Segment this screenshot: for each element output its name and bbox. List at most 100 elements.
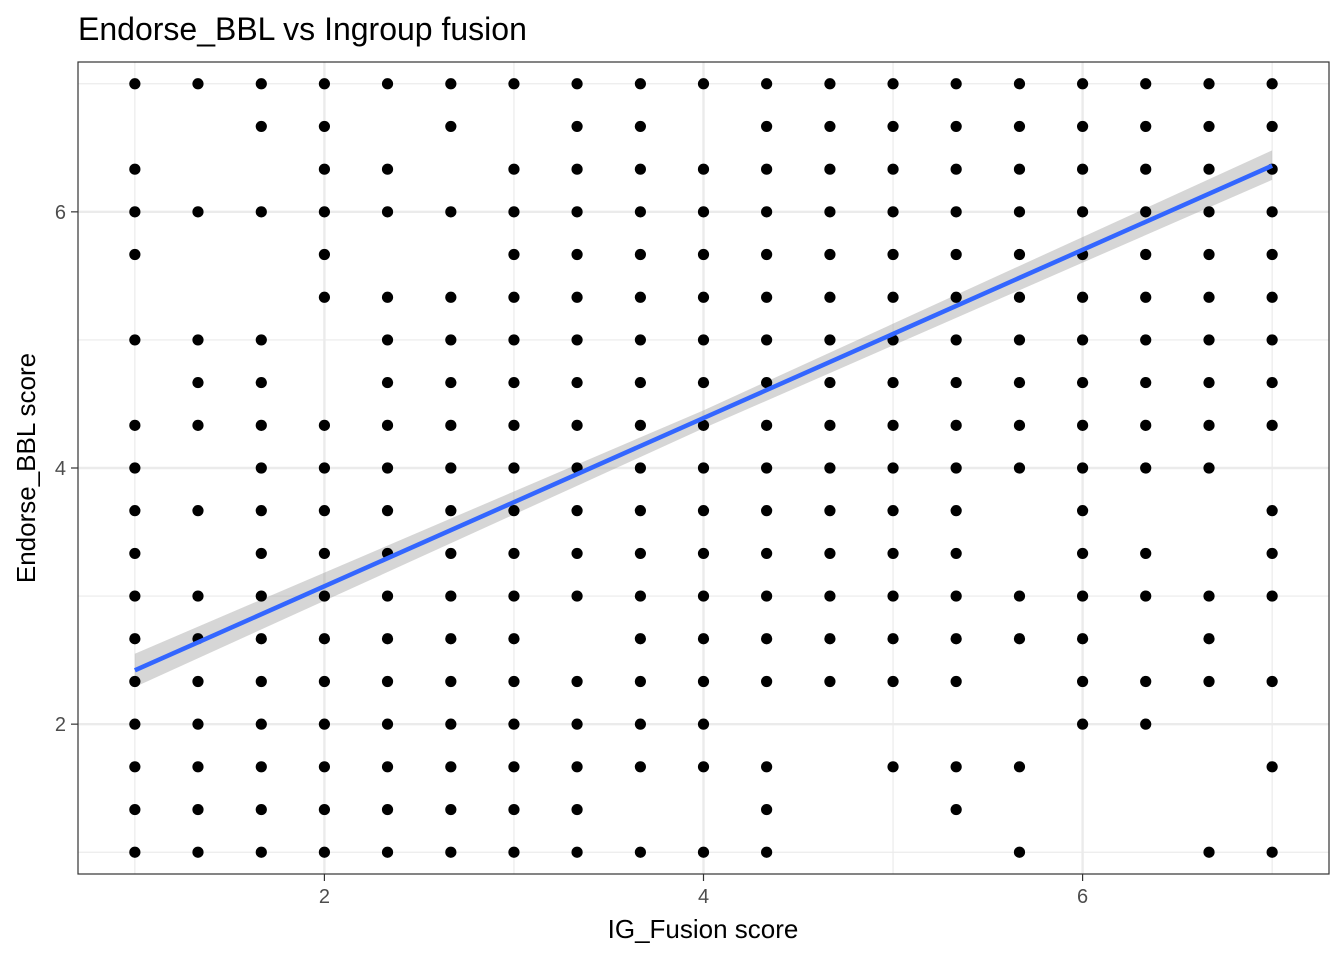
data-point	[1266, 78, 1278, 90]
data-point	[634, 761, 646, 773]
data-point	[381, 803, 394, 816]
data-point	[761, 846, 773, 858]
data-point	[255, 334, 267, 346]
data-point	[697, 376, 710, 389]
data-point	[508, 803, 520, 816]
data-point	[445, 376, 457, 389]
data-point	[887, 675, 899, 688]
data-point	[255, 633, 267, 645]
x-tick-label: 4	[698, 886, 709, 908]
data-point	[824, 206, 836, 218]
data-point	[1076, 718, 1089, 730]
data-point	[445, 761, 457, 773]
data-point	[571, 590, 583, 602]
data-point	[634, 120, 646, 133]
data-points	[129, 78, 1278, 858]
data-point	[1203, 675, 1215, 688]
data-point	[1076, 547, 1089, 560]
data-point	[129, 846, 141, 858]
data-point	[1140, 675, 1152, 688]
data-point	[192, 761, 204, 773]
data-point	[634, 505, 646, 517]
data-point	[761, 419, 773, 431]
data-point	[508, 462, 520, 474]
data-point	[1203, 419, 1215, 431]
data-point	[129, 334, 141, 346]
data-point	[887, 291, 899, 303]
data-point	[255, 590, 267, 602]
data-point	[571, 547, 583, 560]
data-point	[634, 163, 646, 175]
data-point	[381, 334, 394, 346]
data-point	[697, 291, 710, 303]
data-point	[697, 590, 710, 602]
data-point	[445, 78, 457, 90]
data-point	[697, 78, 710, 90]
data-point	[508, 633, 520, 645]
data-point	[1266, 419, 1278, 431]
data-point	[508, 78, 520, 90]
data-point	[1140, 419, 1152, 431]
data-point	[697, 547, 710, 560]
data-point	[1076, 78, 1089, 90]
data-point	[634, 78, 646, 90]
data-point	[761, 334, 773, 346]
data-point	[508, 505, 520, 517]
data-point	[318, 590, 331, 602]
data-point	[824, 633, 836, 645]
data-point	[1076, 505, 1089, 517]
data-point	[697, 761, 710, 773]
data-point	[634, 633, 646, 645]
data-point	[1140, 376, 1152, 389]
data-point	[697, 675, 710, 688]
data-point	[445, 547, 457, 560]
data-point	[1140, 206, 1152, 218]
data-point	[571, 675, 583, 688]
data-point	[192, 334, 204, 346]
data-point	[1013, 120, 1026, 133]
data-point	[1203, 590, 1215, 602]
data-point	[571, 291, 583, 303]
data-point	[697, 248, 710, 261]
y-tick-label: 2	[55, 714, 66, 736]
data-point	[445, 846, 457, 858]
data-point	[508, 547, 520, 560]
data-point	[824, 675, 836, 688]
axis-ticks: 2 4 6 2 4 6	[55, 202, 1088, 908]
data-point	[129, 675, 141, 688]
data-point	[129, 462, 141, 474]
data-point	[1203, 163, 1215, 175]
data-point	[697, 718, 710, 730]
data-point	[1266, 547, 1278, 560]
data-point	[950, 376, 962, 389]
data-point	[1203, 462, 1215, 474]
data-point	[887, 376, 899, 389]
data-point	[1013, 206, 1026, 218]
data-point	[445, 419, 457, 431]
data-point	[318, 675, 331, 688]
data-point	[318, 78, 331, 90]
data-point	[192, 505, 204, 517]
data-point	[445, 803, 457, 816]
data-point	[192, 206, 204, 218]
data-point	[1013, 462, 1026, 474]
data-point	[508, 376, 520, 389]
data-point	[1203, 78, 1215, 90]
data-point	[824, 78, 836, 90]
data-point	[697, 505, 710, 517]
data-point	[1013, 590, 1026, 602]
data-point	[950, 120, 962, 133]
data-point	[381, 718, 394, 730]
data-point	[318, 291, 331, 303]
data-point	[381, 846, 394, 858]
data-point	[318, 633, 331, 645]
data-point	[950, 419, 962, 431]
data-point	[571, 761, 583, 773]
data-point	[571, 206, 583, 218]
data-point	[824, 590, 836, 602]
data-point	[1203, 334, 1215, 346]
data-point	[761, 78, 773, 90]
data-point	[634, 590, 646, 602]
data-point	[887, 120, 899, 133]
x-tick-label: 2	[319, 886, 330, 908]
